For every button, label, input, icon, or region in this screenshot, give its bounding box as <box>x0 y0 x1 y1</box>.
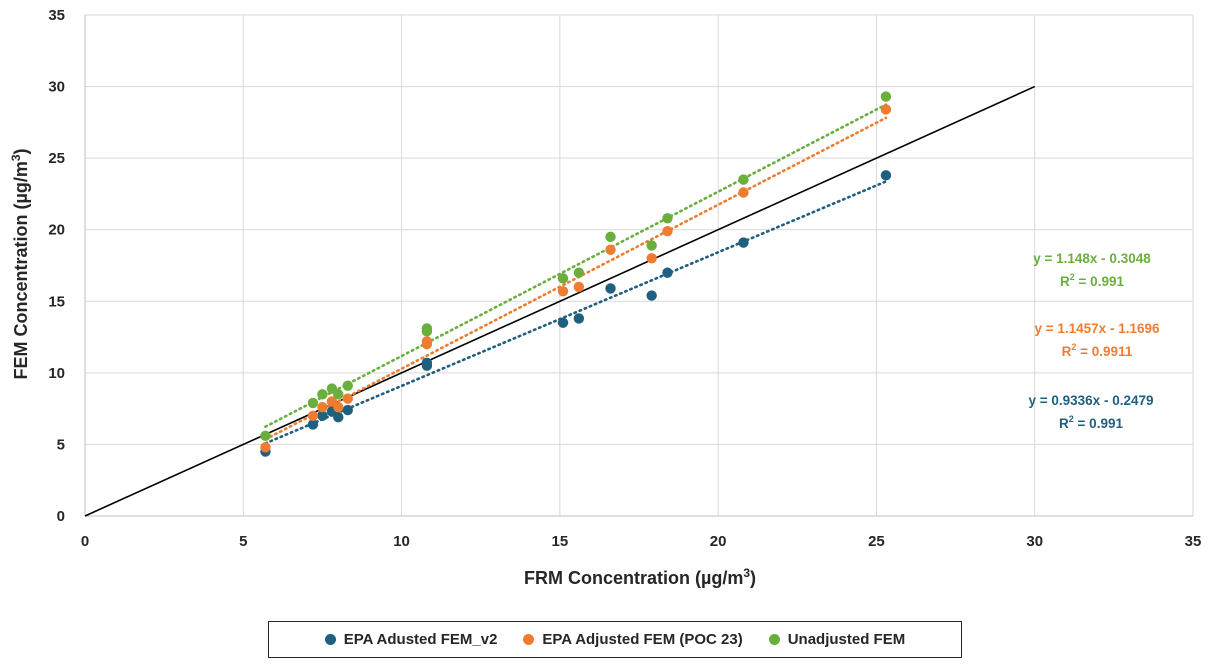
y-tick-label: 15 <box>48 293 65 310</box>
point-v2 <box>605 283 616 294</box>
point-unadjusted <box>307 397 319 409</box>
point-unadjusted <box>738 174 749 185</box>
equation-v2: y = 0.9336x - 0.2479 R2 = 0.991 <box>1029 393 1154 431</box>
equation-unadjusted: y = 1.148x - 0.3048 R2 = 0.991 <box>1033 251 1151 289</box>
point-v2 <box>421 357 433 369</box>
point-poc23 <box>333 402 344 413</box>
legend-label-poc23: EPA Adjusted FEM (POC 23) <box>542 631 743 648</box>
legend: EPA Adusted FEM_v2 EPA Adjusted FEM (POC… <box>268 621 962 658</box>
legend-item-unadjusted: Unadjusted FEM <box>768 631 906 648</box>
equation-text-unadjusted: y = 1.148x - 0.3048 <box>1033 251 1151 266</box>
point-v2 <box>307 419 319 430</box>
point-unadjusted <box>260 430 271 442</box>
trendlines <box>264 103 888 445</box>
tick-labels: 0 5 10 15 20 25 30 35 0 5 10 15 20 25 30 35 <box>48 7 1201 550</box>
point-v2 <box>880 170 892 181</box>
legend-marker-poc23 <box>523 634 535 645</box>
point-unadjusted <box>557 273 569 284</box>
r2-text-unadjusted: R2 = 0.991 <box>1060 272 1124 289</box>
point-unadjusted <box>333 389 344 400</box>
legend-item-poc23: EPA Adjusted FEM (POC 23) <box>523 631 743 648</box>
point-unadjusted <box>880 91 892 102</box>
x-tick-label: 0 <box>81 533 89 550</box>
point-poc23 <box>260 442 271 453</box>
point-v2 <box>317 410 328 421</box>
y-tick-label: 30 <box>48 79 65 96</box>
point-v2 <box>557 317 569 328</box>
point-poc23 <box>307 410 319 421</box>
r2-text-poc23: R2 = 0.9911 <box>1062 342 1133 359</box>
y-axis-title: FEM Concentration (µg/m3) <box>9 148 31 379</box>
legend-marker-unadjusted <box>768 634 780 645</box>
point-poc23 <box>646 253 657 264</box>
y-tick-label: 0 <box>57 508 65 525</box>
point-v2 <box>738 237 749 248</box>
y-tick-label: 10 <box>48 365 65 382</box>
y-tick-label: 20 <box>48 222 65 239</box>
point-poc23 <box>662 225 673 237</box>
legend-label-unadjusted: Unadjusted FEM <box>787 631 906 648</box>
point-poc23 <box>317 402 328 413</box>
x-tick-label: 5 <box>239 533 247 550</box>
x-axis-title: FRM Concentration (µg/m3) <box>524 566 756 588</box>
point-unadjusted <box>605 231 616 243</box>
trendline-poc23 <box>264 116 888 441</box>
reference-line-group <box>84 85 1036 517</box>
y-tick-label: 35 <box>48 7 65 24</box>
legend-marker-v2 <box>324 634 336 645</box>
data-points <box>260 91 892 457</box>
point-v2 <box>342 404 353 416</box>
x-tick-label: 25 <box>868 533 885 550</box>
x-tick-label: 15 <box>552 533 569 550</box>
point-poc23 <box>880 104 892 115</box>
point-v2 <box>573 313 585 324</box>
equation-poc23: y = 1.1457x - 1.1696 R2 = 0.9911 <box>1035 321 1160 359</box>
x-tick-label: 20 <box>710 533 727 550</box>
legend-item-v2: EPA Adusted FEM_v2 <box>324 631 498 648</box>
point-v2 <box>662 267 673 278</box>
point-unadjusted <box>421 323 433 334</box>
point-poc23 <box>342 393 353 404</box>
x-tick-label: 10 <box>393 533 410 550</box>
r2-text-v2: R2 = 0.991 <box>1059 414 1123 431</box>
equation-text-v2: y = 0.9336x - 0.2479 <box>1029 393 1154 408</box>
point-unadjusted <box>662 213 673 224</box>
point-unadjusted <box>317 389 328 400</box>
axes <box>84 15 1193 517</box>
x-tick-label: 30 <box>1026 533 1043 550</box>
trendline-v2 <box>264 180 888 445</box>
reference-line <box>84 85 1036 517</box>
point-poc23 <box>421 336 433 347</box>
point-v2 <box>333 412 344 423</box>
y-tick-label: 25 <box>48 150 65 167</box>
point-poc23 <box>738 187 749 198</box>
point-poc23 <box>573 281 585 293</box>
point-unadjusted <box>573 267 585 278</box>
y-tick-label: 5 <box>57 436 65 453</box>
gridlines <box>85 14 1194 516</box>
legend-label-v2: EPA Adusted FEM_v2 <box>343 631 498 648</box>
x-tick-label: 35 <box>1185 533 1202 550</box>
point-unadjusted <box>342 380 353 391</box>
point-unadjusted <box>646 240 657 251</box>
point-v2 <box>646 290 657 301</box>
trendline-unadjusted <box>264 103 888 428</box>
point-poc23 <box>557 286 569 297</box>
equation-text-poc23: y = 1.1457x - 1.1696 <box>1035 321 1160 336</box>
point-poc23 <box>605 244 616 255</box>
